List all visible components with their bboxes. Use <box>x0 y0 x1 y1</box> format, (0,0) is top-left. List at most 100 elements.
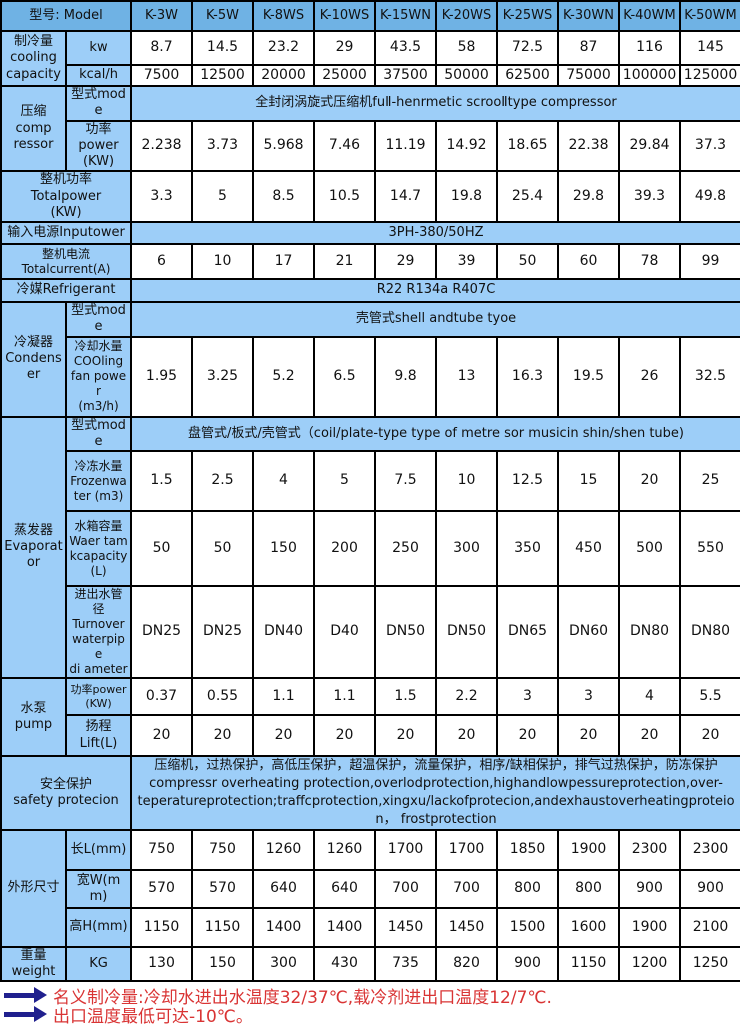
total-power-cell: 14.7 <box>374 170 438 223</box>
height-cell: 1400 <box>252 906 316 948</box>
input-power-value: 3PH-380/50HZ <box>130 221 740 245</box>
tank-capacity-cell: 550 <box>679 510 740 587</box>
width-cell: 900 <box>618 868 682 909</box>
tank-capacity-cell: 150 <box>252 510 316 587</box>
model-header-cell: K-50WM <box>679 0 740 32</box>
compressor-power-cell: 2.238 <box>130 119 194 173</box>
evaporator-group-label: 蒸发器 Evaporator <box>0 415 67 679</box>
pump-power-cell: 1.1 <box>252 677 316 716</box>
pump-lift-cell: 20 <box>557 714 621 757</box>
cooling-kw-cell: 58 <box>435 30 499 66</box>
condenser-water-label: 冷却水量 COOling fan power (m3/h) <box>64 335 133 418</box>
width-cell: 570 <box>191 868 255 909</box>
frozen-water-cell: 7.5 <box>374 450 438 512</box>
model-header-cell: K-20WS <box>435 0 499 32</box>
kw-label: kw <box>64 30 133 66</box>
compressor-mode-label: 型式mode <box>64 85 133 122</box>
weight-cell: 130 <box>130 945 194 983</box>
height-cell: 1400 <box>313 906 377 948</box>
pump-lift-cell: 20 <box>435 714 499 757</box>
pump-power-cell: 2.2 <box>435 677 499 716</box>
pipe-diameter-cell: DN80 <box>679 585 740 679</box>
total-power-cell: 25.4 <box>496 170 560 223</box>
row-input-power: 输入电源Inputower 3PH-380/50HZ <box>0 221 740 245</box>
condenser-mode-value: 壳管式shell andtube tyoe <box>130 301 740 338</box>
compressor-mode-value: 全封闭涡旋式压缩机fuⅡ-henrmetic scrooⅡtype compre… <box>130 85 740 122</box>
condenser-water-cell: 3.25 <box>191 335 255 418</box>
width-cell: 700 <box>435 868 499 909</box>
tank-capacity-cell: 450 <box>557 510 621 587</box>
weight-cell: 820 <box>435 945 499 983</box>
weight-cell: 300 <box>252 945 316 983</box>
total-power-cell: 3.3 <box>130 170 194 223</box>
length-cell: 2300 <box>679 828 740 871</box>
evaporator-mode-value: 盘管式/板式/壳管式（coil/plate-type type of metre… <box>130 415 740 452</box>
kcal-label: kcal/h <box>64 64 133 87</box>
frozen-water-cell: 25 <box>679 450 740 512</box>
total-current-label: 整机电流 Totalcurrent(A) <box>0 243 133 280</box>
cooling-kw-cell: 72.5 <box>496 30 560 66</box>
compressor-power-cell: 37.3 <box>679 119 740 173</box>
tank-capacity-cell: 500 <box>618 510 682 587</box>
pipe-diameter-cell: D40 <box>313 585 377 679</box>
tank-capacity-cell: 300 <box>435 510 499 587</box>
pump-group-label: 水泵 pump <box>0 677 67 757</box>
pipe-diameter-label: 进出水管径 Turnover waterpipe di ameter <box>64 585 133 679</box>
cooling-kw-cell: 29 <box>313 30 377 66</box>
compressor-power-cell: 29.84 <box>618 119 682 173</box>
row-condenser-mode: 冷凝器 Condenser 型式mode 壳管式shell andtube ty… <box>0 301 740 418</box>
weight-cell: 900 <box>496 945 560 983</box>
compressor-power-cell: 3.73 <box>191 119 255 173</box>
dimensions-group-label: 外形尺寸 <box>0 828 67 948</box>
cooling-kcal-cell: 62500 <box>496 64 560 87</box>
condenser-water-cell: 1.95 <box>130 335 194 418</box>
condenser-water-cell: 19.5 <box>557 335 621 418</box>
model-label-cell: 型号: Model <box>0 0 133 32</box>
height-cell: 1150 <box>130 906 194 948</box>
row-cooling-kw: 制冷量 cooling capacity kw 8.7 14.5 23.2 29 43.… <box>0 30 740 87</box>
height-cell: 1450 <box>435 906 499 948</box>
length-label: 长L(mm) <box>64 828 133 871</box>
compressor-power-cell: 7.46 <box>313 119 377 173</box>
cooling-kcal-cell: 12500 <box>191 64 255 87</box>
pump-power-cell: 0.55 <box>191 677 255 716</box>
length-cell: 2300 <box>618 828 682 871</box>
pipe-diameter-cell: DN25 <box>191 585 255 679</box>
frozen-water-cell: 5 <box>313 450 377 512</box>
row-safety: 安全保护 safety protecion 压缩机，过热保护，高低压保护，超温保… <box>0 755 740 831</box>
width-cell: 700 <box>374 868 438 909</box>
row-compressor-power: 功率 power (KW) 2.238 3.73 5.968 7.46 11.19 14.… <box>1 119 740 173</box>
compressor-power-cell: 11.19 <box>374 119 438 173</box>
pipe-diameter-cell: DN60 <box>557 585 621 679</box>
cooling-kw-cell: 87 <box>557 30 621 66</box>
total-current-cell: 10 <box>191 243 255 280</box>
total-current-cell: 6 <box>130 243 194 280</box>
tank-capacity-cell: 250 <box>374 510 438 587</box>
cooling-kw-cell: 43.5 <box>374 30 438 66</box>
tank-capacity-label: 水箱容量 Waer tamkcapacity(L) <box>64 510 133 587</box>
width-cell: 640 <box>252 868 316 909</box>
cooling-kw-cell: 8.7 <box>130 30 194 66</box>
height-cell: 1450 <box>374 906 438 948</box>
length-cell: 750 <box>191 828 255 871</box>
height-cell: 1900 <box>618 906 682 948</box>
safety-text: 压缩机，过热保护，高低压保护，超温保护，流量保护，相序/缺相保护，排气过热保护，… <box>130 755 740 831</box>
model-header-cell: K-25WS <box>496 0 560 32</box>
right-arrow-icon <box>2 1006 48 1023</box>
cooling-kcal-cell: 100000 <box>618 64 682 87</box>
length-cell: 1850 <box>496 828 560 871</box>
pump-power-cell: 1.1 <box>313 677 377 716</box>
pump-lift-label: 扬程 Lift(L) <box>64 714 133 757</box>
row-refrigerant: 冷媒Refrigerant R22 R134a R407C <box>0 278 740 303</box>
compressor-power-cell: 5.968 <box>252 119 316 173</box>
frozen-water-cell: 12.5 <box>496 450 560 512</box>
condenser-water-cell: 32.5 <box>679 335 740 418</box>
pump-lift-cell: 20 <box>252 714 316 757</box>
condenser-water-cell: 9.8 <box>374 335 438 418</box>
width-cell: 800 <box>496 868 560 909</box>
total-current-cell: 99 <box>679 243 740 280</box>
model-header-cell: K-10WS <box>313 0 377 32</box>
compressor-power-label: 功率 power (KW) <box>64 119 133 173</box>
compressor-power-cell: 18.65 <box>496 119 560 173</box>
